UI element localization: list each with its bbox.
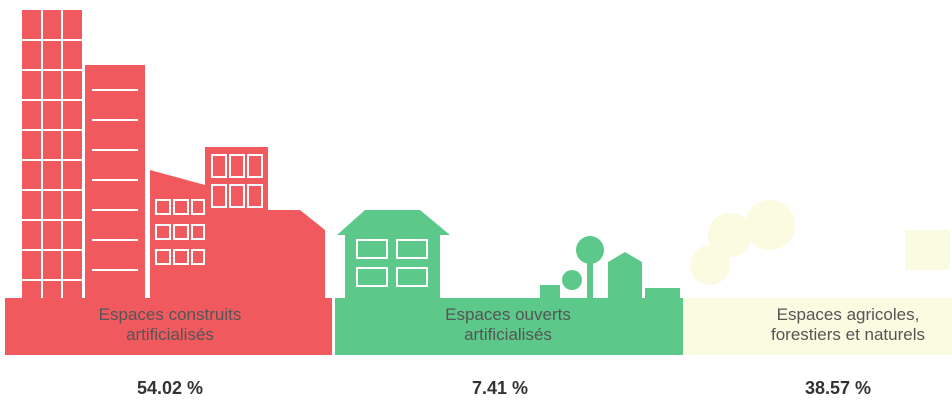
category-label: Espaces ouverts (445, 305, 571, 324)
category-label: Espaces construits (99, 305, 242, 324)
category-label: artificialisés (464, 325, 552, 344)
category-label: forestiers et naturels (771, 325, 925, 344)
category-label: artificialisés (126, 325, 214, 344)
percentage: 54.02 % (137, 378, 203, 398)
infographic: Espaces construits artificialisés Espace… (0, 0, 952, 404)
category-label: Espaces agricoles, (777, 305, 920, 324)
percentage: 7.41 % (472, 378, 528, 398)
percentage: 38.57 % (805, 378, 871, 398)
built-area-illustration (5, 10, 332, 355)
